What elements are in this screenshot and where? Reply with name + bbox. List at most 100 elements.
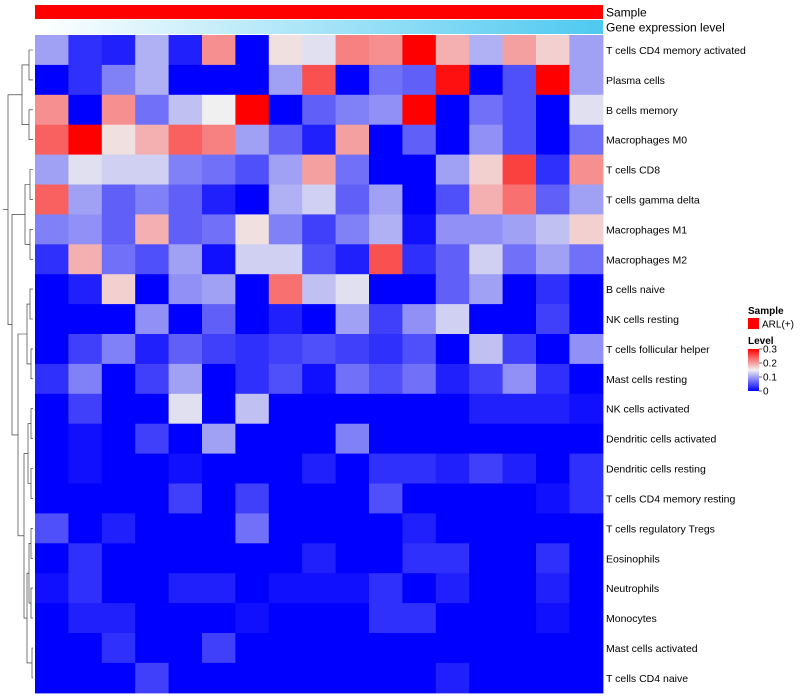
heatmap-cell bbox=[35, 633, 69, 664]
heatmap-cell bbox=[235, 483, 270, 514]
heatmap-cell bbox=[235, 244, 270, 275]
heatmap-cell bbox=[302, 483, 337, 514]
heatmap-cell bbox=[302, 244, 337, 275]
heatmap-cell bbox=[335, 94, 370, 126]
heatmap-cell bbox=[469, 393, 504, 425]
heatmap-cell bbox=[569, 363, 604, 395]
heatmap-cell bbox=[302, 94, 337, 126]
heatmap-cell bbox=[35, 35, 69, 66]
heatmap-cell bbox=[68, 513, 103, 544]
dendrogram-branch bbox=[23, 453, 28, 619]
heatmap-cell bbox=[536, 304, 570, 335]
heatmap-cell bbox=[435, 662, 470, 694]
heatmap-cell bbox=[68, 94, 103, 126]
heatmap-cell bbox=[502, 633, 537, 664]
heatmap-cell bbox=[235, 214, 270, 245]
row-label: T cells follicular helper bbox=[606, 344, 710, 356]
legend-sample-swatch bbox=[748, 318, 759, 329]
heatmap-cell bbox=[68, 184, 103, 215]
heatmap-cell bbox=[202, 214, 236, 245]
heatmap-cell bbox=[369, 483, 403, 514]
row-label: T cells CD4 memory resting bbox=[606, 493, 735, 505]
heatmap-cell bbox=[369, 513, 403, 544]
heatmap-cell bbox=[402, 64, 437, 96]
heatmap-cell bbox=[35, 184, 69, 215]
heatmap-cell bbox=[35, 214, 69, 245]
heatmap-cell bbox=[435, 154, 470, 186]
heatmap-cell bbox=[435, 423, 470, 455]
heatmap-cell bbox=[202, 393, 236, 425]
heatmap-cell bbox=[68, 244, 103, 275]
heatmap-cell bbox=[268, 304, 303, 335]
heatmap-cell bbox=[268, 573, 303, 604]
heatmap-cell bbox=[168, 334, 203, 365]
heatmap-cell bbox=[536, 244, 570, 275]
heatmap-cell bbox=[135, 64, 170, 96]
heatmap-cell bbox=[235, 94, 270, 126]
heatmap-cell bbox=[101, 513, 136, 544]
heatmap-cell bbox=[202, 124, 236, 156]
heatmap-cell bbox=[435, 513, 470, 544]
heatmap-cell bbox=[402, 513, 437, 544]
heatmap-cell bbox=[435, 363, 470, 395]
dendrogram-branch bbox=[29, 288, 33, 320]
heatmap-cell bbox=[335, 543, 370, 574]
heatmap-cells bbox=[35, 35, 604, 694]
heatmap-cell bbox=[502, 363, 537, 395]
heatmap-cell bbox=[435, 94, 470, 126]
heatmap-cell bbox=[235, 184, 270, 215]
heatmap-cell bbox=[335, 603, 370, 634]
heatmap-cell bbox=[469, 483, 504, 514]
dendrogram-branch bbox=[30, 468, 33, 499]
heatmap-cell bbox=[35, 274, 69, 305]
heatmap-cell bbox=[101, 483, 136, 514]
heatmap-cell bbox=[35, 423, 69, 455]
heatmap-cell bbox=[435, 35, 470, 66]
heatmap-cell bbox=[369, 64, 403, 96]
heatmap-cell bbox=[268, 214, 303, 245]
heatmap-cell bbox=[268, 633, 303, 664]
heatmap-cell bbox=[502, 573, 537, 604]
heatmap-cell bbox=[202, 64, 236, 96]
heatmap-cell bbox=[335, 513, 370, 544]
legend-tick-label: 0 bbox=[763, 387, 769, 398]
heatmap-cell bbox=[68, 274, 103, 305]
heatmap-cell bbox=[101, 35, 136, 66]
heatmap-cell bbox=[469, 184, 504, 215]
heatmap-cell bbox=[168, 423, 203, 455]
heatmap-cell bbox=[402, 662, 437, 694]
heatmap-cell bbox=[435, 393, 470, 425]
heatmap-cell bbox=[202, 513, 236, 544]
heatmap-cell bbox=[35, 603, 69, 634]
heatmap-cell bbox=[268, 363, 303, 395]
heatmap-cell bbox=[335, 453, 370, 485]
heatmap-cell bbox=[302, 64, 337, 96]
dendrogram-branch bbox=[24, 184, 30, 245]
heatmap-cell bbox=[168, 662, 203, 694]
heatmap-cell bbox=[235, 154, 270, 186]
heatmap-cell bbox=[202, 423, 236, 455]
heatmap-cell bbox=[402, 244, 437, 275]
row-label: Eosinophils bbox=[606, 553, 660, 565]
heatmap-cell bbox=[168, 513, 203, 544]
heatmap-cell bbox=[68, 393, 103, 425]
heatmap-cell bbox=[335, 184, 370, 215]
heatmap-cell bbox=[469, 363, 504, 395]
heatmap-cell bbox=[202, 334, 236, 365]
row-label: T cells regulatory Tregs bbox=[606, 523, 715, 535]
heatmap-cell bbox=[202, 483, 236, 514]
heatmap-cell bbox=[536, 334, 570, 365]
heatmap-cell bbox=[402, 423, 437, 455]
heatmap-cell bbox=[502, 304, 537, 335]
heatmap-cell bbox=[135, 423, 170, 455]
heatmap-cell bbox=[135, 483, 170, 514]
heatmap-cell bbox=[202, 274, 236, 305]
heatmap-cell bbox=[369, 274, 403, 305]
heatmap-cell bbox=[202, 603, 236, 634]
heatmap-cell bbox=[502, 543, 537, 574]
heatmap-cell bbox=[569, 214, 604, 245]
heatmap-cell bbox=[435, 573, 470, 604]
heatmap-cell bbox=[402, 393, 437, 425]
heatmap-cell bbox=[402, 633, 437, 664]
heatmap-cell bbox=[202, 184, 236, 215]
